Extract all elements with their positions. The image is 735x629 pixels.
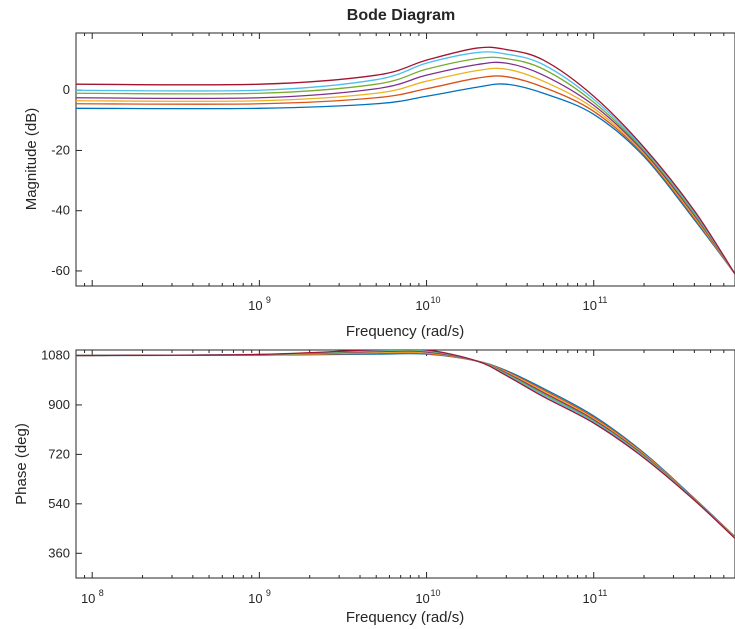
x-tick-label-exponent: 10 xyxy=(431,588,441,598)
y-tick-label: 900 xyxy=(48,397,70,412)
magnitude-x-label: Frequency (rad/s) xyxy=(346,323,464,340)
y-tick-label: 720 xyxy=(48,446,70,461)
x-tick-label: 10 xyxy=(248,591,262,606)
magnitude-y-label: Magnitude (dB) xyxy=(23,108,40,211)
magnitude-plot-area xyxy=(75,32,735,287)
x-tick-label: 10 xyxy=(81,591,95,606)
y-tick-label: -40 xyxy=(51,203,70,218)
x-tick-label: 10 xyxy=(415,298,429,313)
chart-title: Bode Diagram xyxy=(347,7,455,24)
x-tick-label-exponent: 9 xyxy=(266,295,271,305)
x-tick-label-exponent: 11 xyxy=(598,588,607,598)
series-line-1 xyxy=(76,83,735,275)
series-line-4 xyxy=(76,61,735,275)
y-tick-label: 540 xyxy=(48,496,70,511)
series-line-6 xyxy=(76,51,735,275)
x-tick-label-exponent: 11 xyxy=(598,295,607,305)
x-tick-label: 10 xyxy=(415,591,429,606)
x-tick-label-exponent: 9 xyxy=(266,588,271,598)
y-tick-label: -60 xyxy=(51,263,70,278)
y-tick-label: -20 xyxy=(51,142,70,157)
x-tick-label-exponent: 10 xyxy=(431,295,441,305)
x-tick-label: 10 xyxy=(582,591,596,606)
phase-plot-area xyxy=(75,349,735,579)
x-tick-label: 10 xyxy=(248,298,262,313)
y-tick-label: 1080 xyxy=(41,347,70,362)
series-line-7 xyxy=(76,350,735,539)
x-tick-label: 10 xyxy=(582,298,596,313)
y-tick-label: 360 xyxy=(48,545,70,560)
phase-y-label: Phase (deg) xyxy=(13,423,30,505)
series-line-2 xyxy=(76,75,735,275)
x-tick-label-exponent: 8 xyxy=(99,588,104,598)
series-line-7 xyxy=(76,46,735,275)
series-line-5 xyxy=(76,56,735,275)
phase-x-label: Frequency (rad/s) xyxy=(346,609,464,626)
series-line-3 xyxy=(76,67,735,275)
y-tick-label: 0 xyxy=(63,82,70,97)
